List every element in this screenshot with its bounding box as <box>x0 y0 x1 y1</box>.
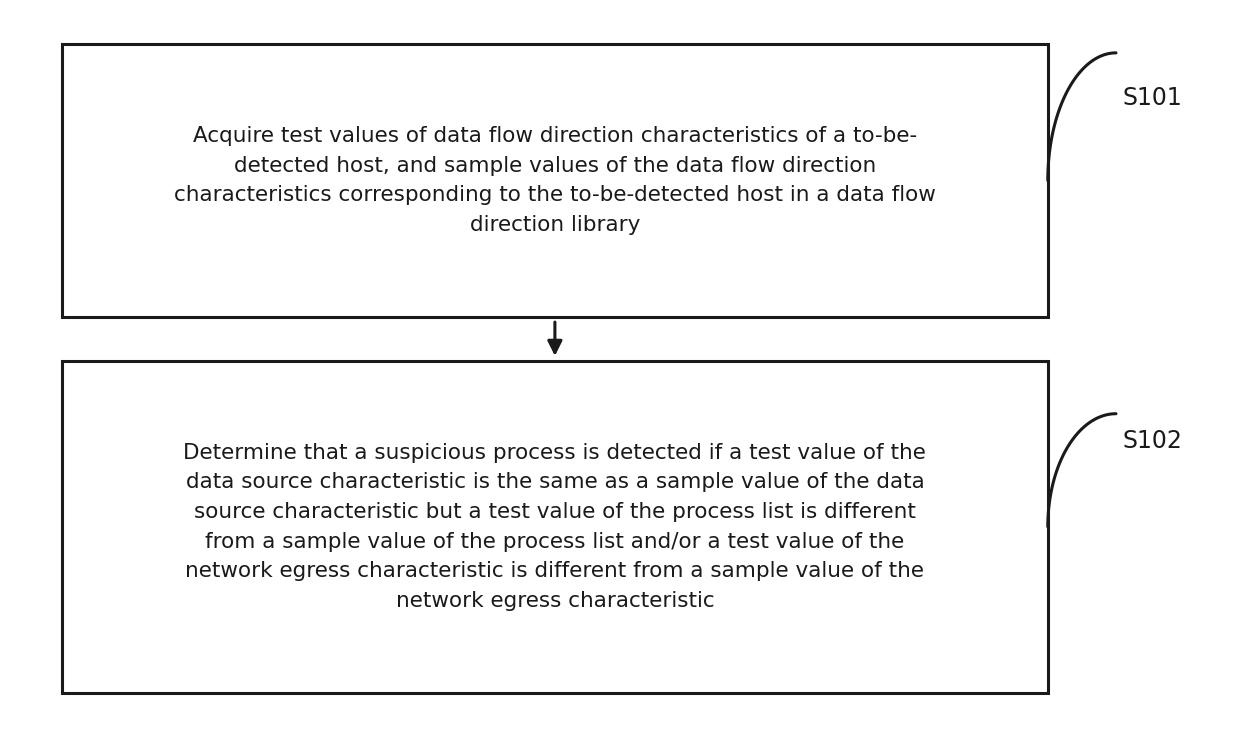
Bar <box>62 361 1048 693</box>
Text: S101: S101 <box>1122 87 1182 110</box>
Text: Determine that a suspicious process is detected if a test value of the
data sour: Determine that a suspicious process is d… <box>184 443 926 611</box>
Bar <box>62 44 1048 317</box>
Text: Acquire test values of data flow direction characteristics of a to-be-
detected : Acquire test values of data flow directi… <box>174 126 936 235</box>
Text: S102: S102 <box>1122 429 1182 453</box>
